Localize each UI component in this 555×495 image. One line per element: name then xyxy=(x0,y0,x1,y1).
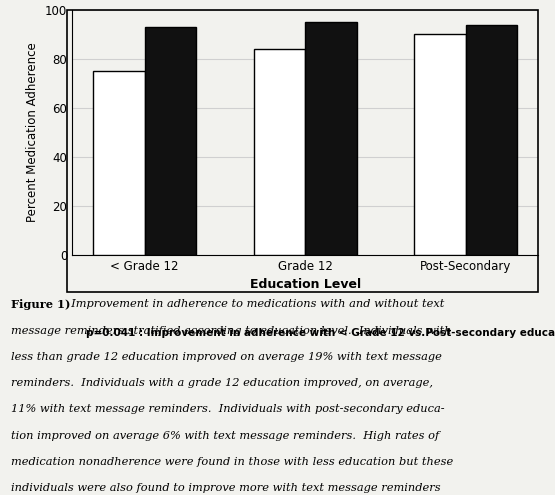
Bar xyxy=(415,35,466,255)
Text: reminders.  Individuals with a grade 12 education improved, on average,: reminders. Individuals with a grade 12 e… xyxy=(11,378,433,388)
Bar xyxy=(254,49,305,255)
Text: Figure 1): Figure 1) xyxy=(11,299,70,310)
Text: less than grade 12 education improved on average 19% with text message: less than grade 12 education improved on… xyxy=(11,352,442,362)
Text: p=0.041 : Improvement in adherence with < Grade 12 vs.Post-secondary education: p=0.041 : Improvement in adherence with … xyxy=(86,328,555,339)
Text: individuals were also found to improve more with text message reminders: individuals were also found to improve m… xyxy=(11,483,441,493)
Text: medication nonadherence were found in those with less education but these: medication nonadherence were found in th… xyxy=(11,457,453,467)
X-axis label: Education Level: Education Level xyxy=(250,278,361,292)
Bar xyxy=(145,27,196,255)
Text: 11% with text message reminders.  Individuals with post-secondary educa-: 11% with text message reminders. Individ… xyxy=(11,404,445,414)
Bar xyxy=(466,25,517,255)
Y-axis label: Percent Medication Adherence: Percent Medication Adherence xyxy=(27,43,39,222)
Text: tion improved on average 6% with text message reminders.  High rates of: tion improved on average 6% with text me… xyxy=(11,431,440,441)
Bar xyxy=(93,71,145,255)
Legend: Without Reminders, With Reminders: Without Reminders, With Reminders xyxy=(553,85,555,122)
Bar xyxy=(305,22,357,255)
Text: Improvement in adherence to medications with and without text: Improvement in adherence to medications … xyxy=(64,299,444,309)
Text: message reminders stratified according to education level.  Individuals with: message reminders stratified according t… xyxy=(11,326,452,336)
